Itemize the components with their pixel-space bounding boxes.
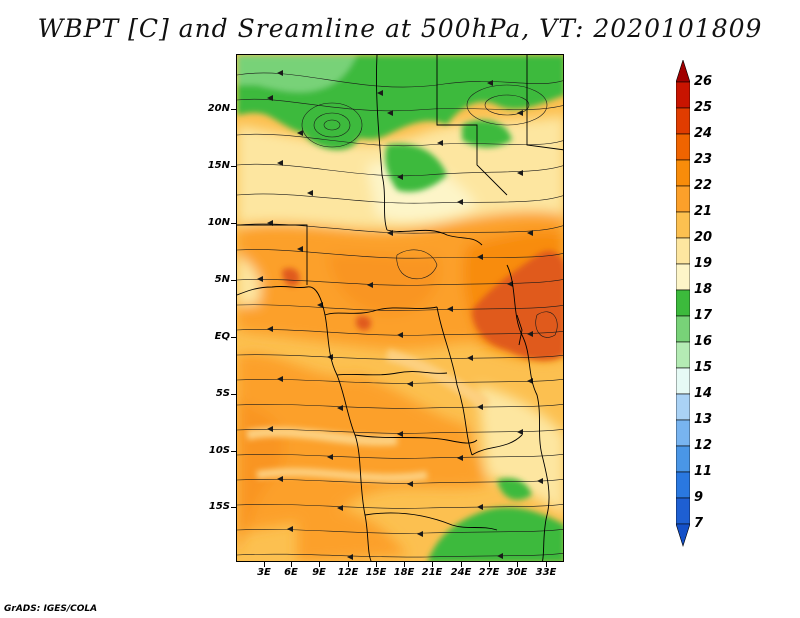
lon-tick — [461, 562, 462, 567]
lat-label-5s: 5S — [215, 388, 230, 399]
lat-label-10n: 10N — [207, 217, 230, 228]
colorbar-tick-label: 16 — [694, 334, 713, 349]
lon-tick — [546, 562, 547, 567]
colorbar-tick-label: 21 — [694, 204, 713, 219]
colorbar-tick-label: 15 — [694, 360, 713, 375]
lat-tick — [231, 280, 236, 281]
lon-tick — [348, 562, 349, 567]
colorbar-swatch — [676, 133, 690, 161]
colorbar-tick-label: 26 — [694, 74, 713, 89]
colorbar-swatch — [676, 341, 690, 369]
lon-tick — [432, 562, 433, 567]
colorbar-tick-label: 22 — [694, 178, 713, 193]
lon-label-3e: 3E — [257, 567, 271, 578]
colorbar-tick-label: 14 — [694, 386, 713, 401]
lon-tick — [376, 562, 377, 567]
lon-tick — [404, 562, 405, 567]
colorbar-swatches — [676, 60, 690, 547]
colorbar-tick-label: 12 — [694, 438, 713, 453]
lat-tick — [231, 166, 236, 167]
lat-label-5n: 5N — [214, 274, 230, 285]
colorbar-swatch — [676, 367, 690, 395]
colorbar-tick-label: 7 — [694, 516, 704, 531]
colorbar-tick-label: 25 — [694, 100, 713, 115]
coastlines-borders — [237, 55, 563, 561]
colorbar-swatch — [676, 471, 690, 499]
colorbar-swatch — [676, 445, 690, 473]
map-panel — [236, 54, 564, 562]
colorbar — [676, 60, 690, 547]
lon-label-27e: 27E — [478, 567, 500, 578]
colorbar-max-triangle — [676, 60, 690, 83]
colorbar-swatch — [676, 315, 690, 343]
lat-tick — [231, 394, 236, 395]
lat-label-10s: 10S — [208, 445, 230, 456]
lon-tick — [517, 562, 518, 567]
colorbar-swatch — [676, 211, 690, 239]
field-detail-layer — [237, 55, 563, 561]
colorbar-tick-label: 24 — [694, 126, 713, 141]
lon-tick — [489, 562, 490, 567]
lat-tick — [231, 337, 236, 338]
lon-label-12e: 12E — [337, 567, 359, 578]
colorbar-swatch — [676, 497, 690, 525]
colorbar-tick-label: 9 — [694, 490, 704, 505]
colorbar-tick-label: 11 — [694, 464, 713, 479]
lon-tick — [291, 562, 292, 567]
lon-label-18e: 18E — [393, 567, 415, 578]
lon-tick — [319, 562, 320, 567]
colorbar-swatch — [676, 419, 690, 447]
lat-label-20n: 20N — [207, 103, 230, 114]
colorbar-swatch — [676, 185, 690, 213]
colorbar-tick-label: 23 — [694, 152, 713, 167]
colorbar-tick-label: 17 — [694, 308, 713, 323]
map-title: WBPT [C] and Sreamline at 500hPa, VT: 20… — [37, 14, 763, 43]
lon-tick — [264, 562, 265, 567]
lon-label-9e: 9E — [312, 567, 326, 578]
streamline-arrows — [257, 70, 543, 560]
lat-tick — [231, 507, 236, 508]
lat-label-eq: EQ — [214, 331, 230, 342]
colorbar-swatch — [676, 159, 690, 187]
colorbar-tick-label: 19 — [694, 256, 713, 271]
lat-tick — [231, 451, 236, 452]
lon-label-15e: 15E — [365, 567, 387, 578]
colorbar-swatch — [676, 81, 690, 109]
colorbar-tick-label: 18 — [694, 282, 713, 297]
colorbar-swatch — [676, 393, 690, 421]
footer-credit: GrADS: IGES/COLA — [4, 604, 98, 614]
lon-label-21e: 21E — [421, 567, 443, 578]
colorbar-swatch — [676, 289, 690, 317]
colorbar-swatch — [676, 107, 690, 135]
colorbar-tick-label: 20 — [694, 230, 713, 245]
lon-label-24e: 24E — [450, 567, 472, 578]
wbpt-field-map — [237, 55, 563, 561]
lon-label-30e: 30E — [506, 567, 528, 578]
lon-label-6e: 6E — [284, 567, 298, 578]
colorbar-swatch — [676, 263, 690, 291]
lat-tick — [231, 223, 236, 224]
colorbar-swatch — [676, 237, 690, 265]
colorbar-min-triangle — [676, 523, 690, 547]
lon-label-33e: 33E — [535, 567, 557, 578]
lat-label-15n: 15N — [207, 160, 230, 171]
lat-label-15s: 15S — [208, 501, 230, 512]
colorbar-tick-label: 13 — [694, 412, 713, 427]
lat-tick — [231, 109, 236, 110]
